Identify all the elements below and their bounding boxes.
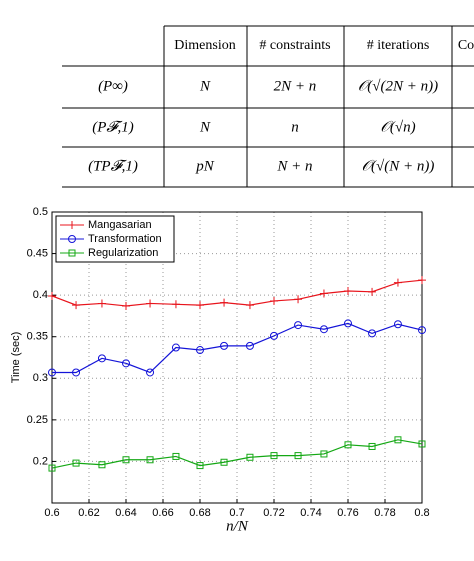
marker (393, 278, 402, 287)
table-cell: N (199, 78, 211, 94)
table (62, 25, 474, 188)
table-cell: pN (195, 158, 215, 174)
x-tick-label: 0.74 (300, 507, 321, 519)
marker (319, 325, 328, 334)
marker (270, 331, 278, 340)
marker (72, 301, 81, 310)
marker (122, 456, 130, 464)
table-cell: (TP𝓕,1) (88, 158, 138, 174)
marker (122, 359, 130, 368)
marker (171, 300, 180, 309)
column-header: Dimension (174, 38, 235, 53)
y-tick-label: 0.2 (33, 455, 48, 467)
marker (294, 321, 303, 330)
column-header: # iterations (367, 38, 430, 53)
table-cell: n (291, 119, 299, 135)
marker (294, 295, 303, 304)
marker (68, 249, 76, 257)
marker (72, 368, 81, 377)
marker (68, 235, 76, 243)
marker (146, 456, 154, 464)
line (52, 322, 423, 374)
marker (72, 459, 80, 467)
table-cell: N + n (276, 158, 312, 174)
legend-label: Regularization (88, 247, 158, 259)
x-axis-label: n/N (226, 518, 249, 534)
marker (146, 368, 155, 377)
table-cell: N (199, 119, 211, 135)
marker (171, 343, 180, 352)
table-cell: 𝒪(√n) (380, 119, 415, 135)
line (51, 439, 423, 469)
marker (98, 461, 106, 469)
marker (418, 440, 426, 448)
marker (294, 452, 302, 460)
line (51, 279, 423, 307)
x-tick-label: 0.76 (337, 507, 358, 519)
marker (220, 298, 229, 307)
marker (393, 320, 402, 329)
legend-label: Transformation (88, 233, 162, 245)
marker (196, 301, 204, 310)
x-tick-label: 0.78 (374, 507, 395, 519)
y-tick-label: 0.5 (33, 206, 48, 218)
marker (220, 341, 229, 350)
marker (48, 368, 56, 377)
marker (344, 286, 352, 295)
marker (418, 276, 426, 285)
marker (394, 436, 402, 444)
x-tick-label: 0.68 (189, 507, 210, 519)
y-tick-label: 0.3 (33, 372, 48, 384)
marker (122, 301, 130, 310)
x-tick-label: 0.62 (78, 507, 99, 519)
marker (196, 462, 204, 470)
marker (368, 287, 377, 296)
y-tick-label: 0.45 (27, 247, 48, 259)
marker (245, 341, 254, 350)
marker (319, 289, 328, 298)
marker (97, 354, 106, 363)
marker (368, 329, 377, 338)
marker (320, 450, 328, 458)
y-tick-label: 0.4 (33, 289, 48, 301)
x-tick-label: 0.8 (414, 507, 429, 519)
marker (48, 464, 56, 472)
marker (220, 458, 228, 466)
marker (97, 299, 106, 308)
x-tick-label: 0.66 (152, 507, 173, 519)
marker (245, 301, 254, 310)
x-tick-label: 0.6 (44, 507, 59, 519)
marker (270, 296, 278, 305)
marker (344, 319, 352, 328)
y-axis-label: Time (sec) (10, 332, 22, 384)
marker (368, 442, 376, 450)
marker (246, 453, 254, 461)
table-cell: 𝒪(√(N + n)) (362, 158, 435, 174)
marker (344, 441, 352, 449)
table-cell: (P∞) (98, 78, 128, 94)
y-tick-label: 0.25 (27, 414, 48, 426)
y-tick-label: 0.35 (27, 331, 48, 343)
table-cell: 2N + n (274, 78, 317, 94)
marker (172, 452, 180, 460)
plot-frame (51, 211, 423, 504)
x-tick-label: 0.64 (115, 507, 136, 519)
marker (146, 299, 155, 308)
table-cell: 𝒪(√(2N + n)) (358, 78, 438, 94)
column-header: # constraints (259, 38, 330, 53)
marker (68, 221, 76, 229)
x-tick-label: 0.72 (263, 507, 284, 519)
marker (270, 452, 278, 460)
marker (48, 291, 56, 300)
x-tick-label: 0.7 (229, 507, 244, 519)
marker (196, 346, 204, 355)
table-cell: (P𝓕,1) (92, 119, 133, 135)
column-header: Co (458, 38, 474, 53)
marker (418, 326, 426, 335)
legend-label: Mangasarian (88, 219, 152, 231)
